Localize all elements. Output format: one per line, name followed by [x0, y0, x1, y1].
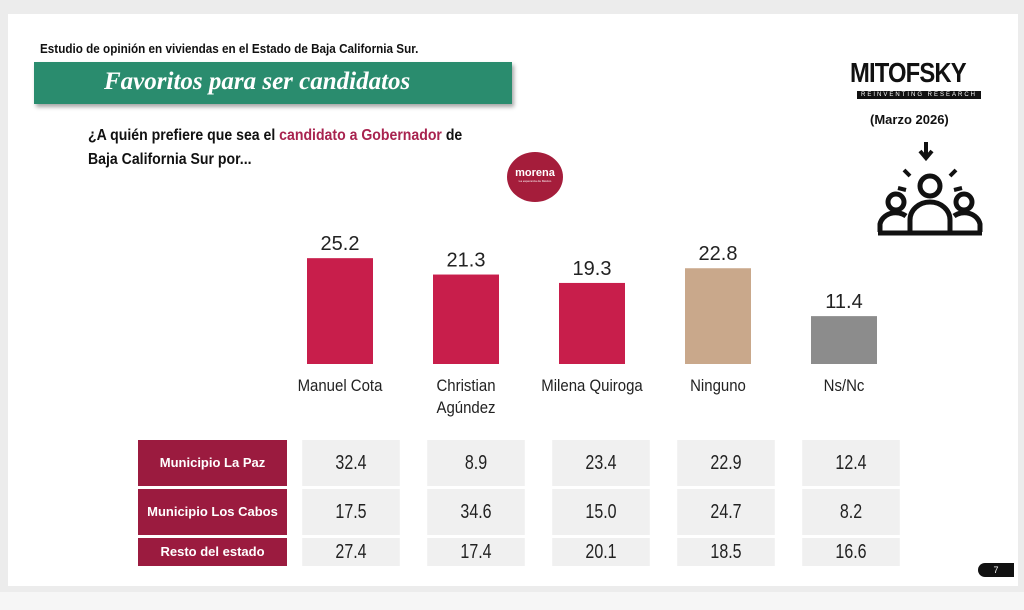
question-text-end: de Baja California Sur por... — [88, 127, 463, 168]
question: ¿A quién prefiere que sea el candidato a… — [88, 124, 493, 172]
bar-value-label: 21.3 — [447, 250, 486, 272]
table-row: Resto del estado 27.4 17.4 20.1 18.5 16.6 — [138, 538, 912, 566]
people-group-icon — [877, 142, 983, 236]
cell: 17.4 — [427, 538, 525, 566]
bar — [307, 258, 373, 364]
bar-value-label: 22.8 — [699, 243, 738, 265]
row-header: Resto del estado — [138, 538, 287, 566]
cell: 12.4 — [802, 440, 900, 486]
table-row: Municipio Los Cabos 17.5 34.6 15.0 24.7 8.2 — [138, 489, 912, 535]
survey-date: (Marzo 2026) — [870, 112, 949, 127]
cell: 16.6 — [802, 538, 900, 566]
bottom-strip — [0, 592, 1024, 610]
bar — [433, 274, 499, 364]
cell: 32.4 — [302, 440, 400, 486]
cell: 34.6 — [427, 489, 525, 535]
mitofsky-tagline: REINVENTING RESEARCH — [857, 91, 981, 99]
row-header: Municipio Los Cabos — [138, 489, 287, 535]
cell: 15.0 — [552, 489, 650, 535]
cell: 23.4 — [552, 440, 650, 486]
morena-tagline: La esperanza de México — [518, 179, 552, 183]
cell: 8.2 — [802, 489, 900, 535]
mitofsky-logo: MITOFSKY — [850, 57, 967, 88]
title-banner: Favoritos para ser candidatos — [34, 62, 512, 104]
cell: 18.5 — [677, 538, 775, 566]
bar-chart: 25.2 21.3 19.3 22.8 11.4 — [307, 233, 877, 364]
category-label: Milena Quiroga — [541, 376, 643, 395]
bar — [811, 316, 877, 364]
category-label: Ns/Nc — [823, 376, 865, 395]
page-number: 7 — [978, 563, 1014, 577]
cell: 20.1 — [552, 538, 650, 566]
category-label: Christian Agúndez — [436, 376, 496, 417]
morena-logo-text: morena — [515, 167, 555, 179]
cell: 22.9 — [677, 440, 775, 486]
table-row: Municipio La Paz 32.4 8.9 23.4 22.9 12.4 — [138, 440, 912, 486]
cell: 17.5 — [302, 489, 400, 535]
category-label: Ninguno — [690, 376, 746, 395]
cell: 24.7 — [677, 489, 775, 535]
bar — [685, 268, 751, 364]
slide-title: Favoritos para ser candidatos — [104, 68, 411, 95]
cell: 27.4 — [302, 538, 400, 566]
question-highlight: candidato a Gobernador — [279, 127, 442, 144]
bar — [559, 282, 625, 364]
bar-value-label: 11.4 — [825, 291, 862, 313]
bar-value-label: 25.2 — [321, 233, 360, 255]
category-label: Manuel Cota — [297, 376, 383, 395]
cell: 8.9 — [427, 440, 525, 486]
morena-logo: morena La esperanza de México — [507, 152, 563, 202]
study-title: Estudio de opinión en viviendas en el Es… — [40, 41, 419, 56]
municipality-table: Municipio La Paz 32.4 8.9 23.4 22.9 12.4 Muni… — [135, 437, 915, 569]
bar-value-label: 19.3 — [573, 258, 612, 280]
row-header: Municipio La Paz — [138, 440, 287, 486]
question-text: ¿A quién prefiere que sea el — [88, 127, 280, 144]
